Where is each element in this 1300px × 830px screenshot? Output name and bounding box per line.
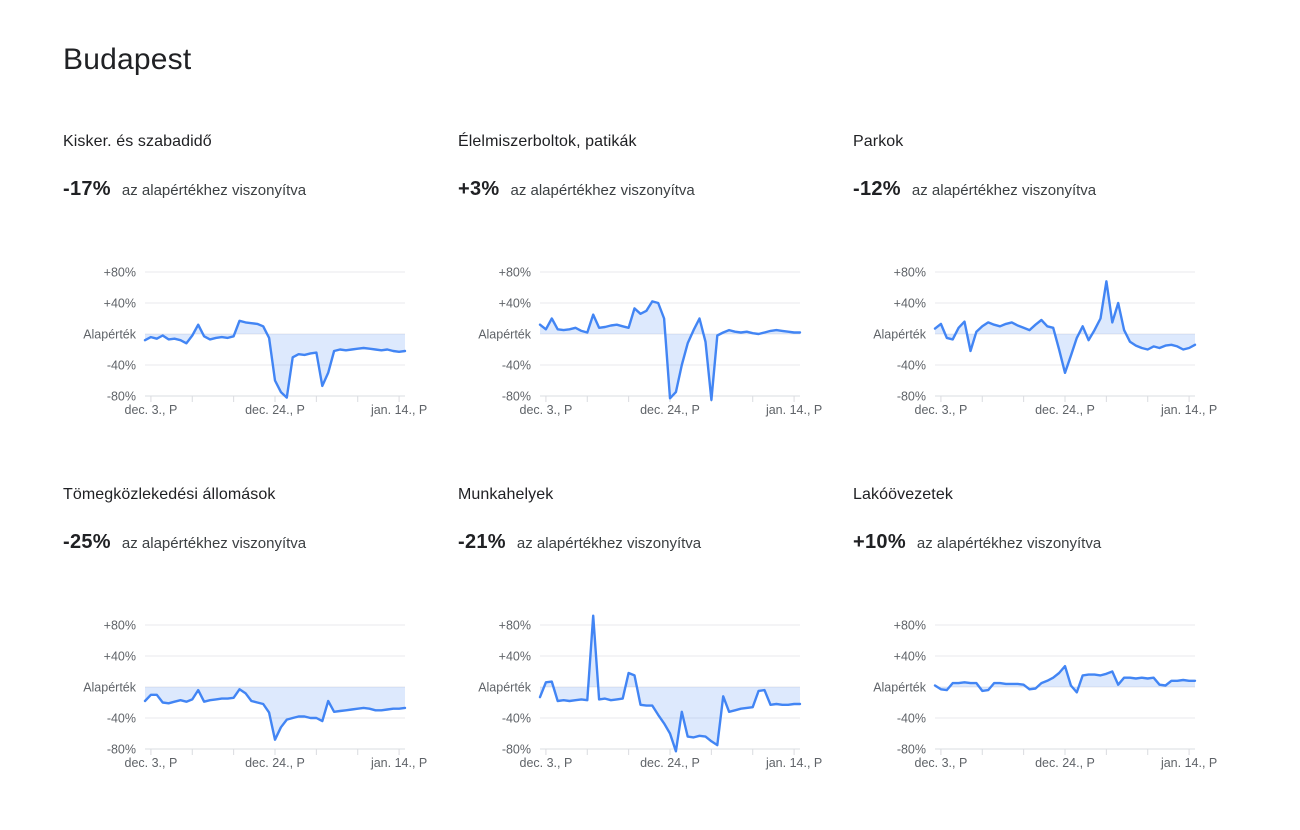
headline: -25% az alapértékhez viszonyítva: [63, 531, 438, 554]
svg-text:dec. 24., P: dec. 24., P: [640, 403, 700, 417]
line-chart: +80% +40% Alapérték -40% -80%dec. 3., P dec. …: [83, 619, 427, 771]
delta-caption: az alapértékhez viszonyítva: [121, 182, 307, 199]
svg-text:dec. 3., P: dec. 3., P: [125, 756, 178, 770]
svg-text:jan. 14., P: jan. 14., P: [1160, 403, 1217, 417]
svg-text:-40%: -40%: [502, 712, 531, 726]
svg-text:+40%: +40%: [499, 650, 531, 664]
line-chart: +80% +40% Alapérték -40% -80%dec. 3., P dec. …: [873, 266, 1217, 418]
svg-text:dec. 3., P: dec. 3., P: [520, 756, 573, 770]
svg-text:Alapérték: Alapérték: [478, 681, 532, 695]
headline: -17% az alapértékhez viszonyítva: [63, 178, 438, 201]
svg-text:Alapérték: Alapérték: [83, 328, 137, 342]
svg-text:-80%: -80%: [502, 743, 531, 757]
delta-caption: az alapértékhez viszonyítva: [516, 535, 702, 552]
chart-card-transit: Tömegközlekedési állomások -25% az alapé…: [63, 485, 438, 774]
svg-text:dec. 3., P: dec. 3., P: [915, 756, 968, 770]
category-title: Lakóövezetek: [853, 486, 953, 503]
svg-text:dec. 24., P: dec. 24., P: [1035, 756, 1095, 770]
chart-card-workplaces: Munkahelyek -21% az alapértékhez viszony…: [458, 485, 833, 774]
svg-text:jan. 14., P: jan. 14., P: [1160, 756, 1217, 770]
delta-value: +10%: [853, 531, 906, 553]
svg-text:+80%: +80%: [104, 266, 136, 280]
delta-caption: az alapértékhez viszonyítva: [916, 535, 1102, 552]
svg-text:+80%: +80%: [499, 619, 531, 633]
delta-caption: az alapértékhez viszonyítva: [510, 182, 695, 199]
svg-text:dec. 3., P: dec. 3., P: [520, 403, 573, 417]
svg-text:Alapérték: Alapérték: [83, 681, 137, 695]
svg-text:-80%: -80%: [107, 743, 136, 757]
delta-value: -25%: [63, 531, 111, 553]
svg-text:+80%: +80%: [104, 619, 136, 633]
svg-text:jan. 14., P: jan. 14., P: [765, 403, 822, 417]
svg-text:dec. 3., P: dec. 3., P: [125, 403, 178, 417]
svg-text:+40%: +40%: [104, 297, 136, 311]
delta-value: +3%: [458, 178, 500, 200]
svg-text:jan. 14., P: jan. 14., P: [370, 403, 427, 417]
headline: -21% az alapértékhez viszonyítva: [458, 531, 833, 554]
svg-text:+40%: +40%: [104, 650, 136, 664]
headline: +10% az alapértékhez viszonyítva: [853, 531, 1228, 554]
svg-text:-80%: -80%: [897, 743, 926, 757]
svg-text:dec. 24., P: dec. 24., P: [1035, 403, 1095, 417]
category-title: Élelmiszerboltok, patikák: [458, 133, 637, 150]
delta-caption: az alapértékhez viszonyítva: [121, 535, 307, 552]
charts-grid: Kisker. és szabadidő -17% az alapértékhe…: [63, 132, 1260, 774]
mobility-report-page: Budapest Kisker. és szabadidő -17% az al…: [63, 40, 1260, 774]
category-title: Kisker. és szabadidő: [63, 133, 212, 150]
svg-text:dec. 3., P: dec. 3., P: [915, 403, 968, 417]
svg-text:+80%: +80%: [499, 266, 531, 280]
svg-text:+80%: +80%: [894, 266, 926, 280]
chart-card-parks: Parkok -12% az alapértékhez viszonyítva …: [853, 132, 1228, 421]
line-chart: +80% +40% Alapérték -40% -80%dec. 3., P dec. …: [873, 619, 1217, 771]
svg-text:+40%: +40%: [894, 650, 926, 664]
svg-text:-40%: -40%: [502, 359, 531, 373]
chart-card-grocery: Élelmiszerboltok, patikák +3% az alapért…: [458, 132, 833, 421]
svg-text:-40%: -40%: [107, 712, 136, 726]
delta-value: -21%: [458, 531, 506, 553]
svg-text:-80%: -80%: [107, 390, 136, 404]
headline: -12% az alapértékhez viszonyítva: [853, 178, 1228, 201]
svg-text:dec. 24., P: dec. 24., P: [245, 756, 305, 770]
svg-text:dec. 24., P: dec. 24., P: [245, 403, 305, 417]
line-chart: +80% +40% Alapérték -40% -80%dec. 3., P dec. …: [83, 266, 427, 418]
svg-text:Alapérték: Alapérték: [873, 328, 927, 342]
svg-text:Alapérték: Alapérték: [478, 328, 532, 342]
chart-card-residential: Lakóövezetek +10% az alapértékhez viszon…: [853, 485, 1228, 774]
svg-text:jan. 14., P: jan. 14., P: [765, 756, 822, 770]
delta-value: -12%: [853, 178, 901, 200]
svg-text:Alapérték: Alapérték: [873, 681, 927, 695]
svg-text:+80%: +80%: [894, 619, 926, 633]
chart-card-retail: Kisker. és szabadidő -17% az alapértékhe…: [63, 132, 438, 421]
category-title: Tömegközlekedési állomások: [63, 486, 276, 503]
page-title: Budapest: [63, 43, 192, 76]
svg-text:-40%: -40%: [107, 359, 136, 373]
svg-text:-80%: -80%: [897, 390, 926, 404]
svg-text:-80%: -80%: [502, 390, 531, 404]
svg-text:-40%: -40%: [897, 712, 926, 726]
svg-text:jan. 14., P: jan. 14., P: [370, 756, 427, 770]
delta-value: -17%: [63, 178, 111, 200]
svg-text:dec. 24., P: dec. 24., P: [640, 756, 700, 770]
delta-caption: az alapértékhez viszonyítva: [911, 182, 1097, 199]
svg-text:+40%: +40%: [894, 297, 926, 311]
headline: +3% az alapértékhez viszonyítva: [458, 178, 833, 201]
category-title: Munkahelyek: [458, 486, 554, 503]
svg-text:-40%: -40%: [897, 359, 926, 373]
svg-text:+40%: +40%: [499, 297, 531, 311]
category-title: Parkok: [853, 133, 904, 150]
line-chart: +80% +40% Alapérték -40% -80%dec. 3., P dec. …: [478, 614, 822, 770]
line-chart: +80% +40% Alapérték -40% -80%dec. 3., P dec. …: [478, 266, 822, 418]
